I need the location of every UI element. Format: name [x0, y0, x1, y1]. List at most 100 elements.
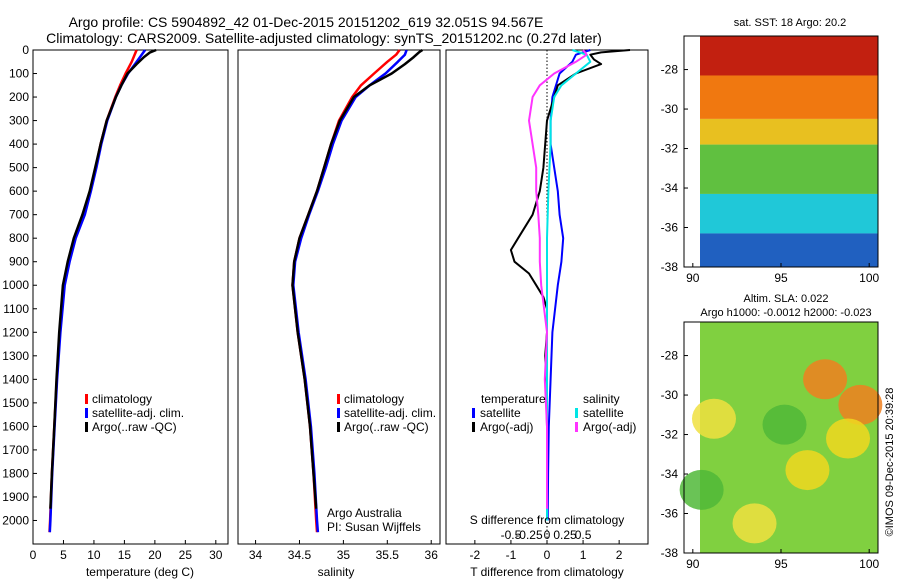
x-tick-label: 34.5	[288, 548, 312, 562]
legend-t-satellite: satellite	[480, 406, 521, 420]
map-y-tick-label: -38	[661, 260, 679, 274]
map-y-tick-label: -30	[661, 388, 679, 402]
temperature-plot-frame	[32, 49, 229, 545]
t-difference-label: T difference from climatology	[470, 565, 624, 579]
sla-map	[679, 322, 883, 553]
legend-swatch-s-satellite	[575, 408, 578, 418]
depth-tick-label: 2000	[2, 513, 29, 527]
legend-salinity-head: salinity	[583, 392, 620, 406]
legend-satellite-adj: satellite-adj. clim.	[344, 406, 436, 420]
imos-timestamp: ©IMOS 09-Dec-2015 20:39:28	[884, 388, 896, 537]
series-line-argo-raw-qc-	[291, 48, 424, 509]
depth-tick-label: 1700	[2, 443, 29, 457]
salinity-legend: climatology satellite-adj. clim. Argo(..…	[337, 392, 436, 434]
map-x-tick-label: 100	[859, 271, 879, 285]
sla-anomaly-blob	[803, 359, 848, 400]
map-x-tick-label: 95	[774, 557, 788, 571]
map-y-tick-label: -36	[661, 221, 679, 235]
x-tick-label: 36	[425, 548, 439, 562]
sla-map-axes: 90 95 100 -28 -30 -32 -34 -36 -38	[661, 349, 880, 571]
s-diff-tick-label: 0.25	[553, 528, 577, 542]
x-tick-label: 25	[179, 548, 193, 562]
header-title-line2: Climatology: CARS2009. Satellite-adjuste…	[46, 30, 602, 46]
depth-tick-label: 800	[9, 231, 29, 245]
depth-tick-label: 500	[9, 161, 29, 175]
map-x-tick-label: 90	[686, 271, 700, 285]
x-tick-label: 15	[118, 548, 132, 562]
salinity-axis-label: salinity	[318, 565, 355, 579]
salinity-x-axis: 34 34.5 35 35.5 36	[249, 540, 438, 562]
depth-tick-label: 200	[9, 90, 29, 104]
sst-band	[700, 118, 878, 145]
s-diff-tick-label: -0.25	[515, 528, 543, 542]
temperature-profiles	[48, 48, 157, 533]
s-diff-tick-label: -0.5	[501, 528, 522, 542]
depth-tick-label: 300	[9, 114, 29, 128]
legend-swatch-t-argo	[472, 422, 475, 432]
map-x-tick-label: 95	[774, 271, 788, 285]
x-tick-label: 0	[544, 548, 551, 562]
legend-swatch-t-satellite	[472, 408, 475, 418]
depth-axis: 0 100 200 300 400 500 600 700 800 900 1000 1100 1200…	[2, 43, 37, 527]
depth-tick-label: 0	[22, 43, 29, 57]
depth-tick-label: 1900	[2, 490, 29, 504]
difference-legend: temperature salinity satellite Argo(-adj…	[472, 392, 636, 434]
sst-map-title: sat. SST: 18 Argo: 20.2	[734, 17, 847, 29]
legend-climatology: climatology	[92, 392, 152, 406]
sst-map	[700, 36, 878, 267]
sla-anomaly-blob	[762, 404, 807, 445]
map-y-tick-label: -34	[661, 181, 679, 195]
legend-s-satellite: satellite	[583, 406, 624, 420]
sla-anomaly-blob	[826, 418, 871, 459]
sst-band	[700, 36, 878, 76]
series-line-salinity-satellite	[546, 49, 592, 521]
depth-tick-label: 1600	[2, 419, 29, 433]
depth-tick-label: 700	[9, 208, 29, 222]
depth-tick-label: 1800	[2, 466, 29, 480]
temperature-x-axis: 0 5 10 15 20 25 30	[30, 540, 223, 562]
map-y-tick-label: -34	[661, 467, 679, 481]
sla-map-title1: Altim. SLA: 0.022	[744, 293, 829, 305]
difference-profiles	[509, 49, 631, 521]
x-tick-label: -1	[506, 548, 517, 562]
s-difference-label: S difference from climatology	[470, 513, 625, 527]
s-diff-tick-label: 0	[544, 528, 551, 542]
legend-argo: Argo(..raw -QC)	[344, 420, 429, 434]
legend-swatch-argo	[337, 422, 340, 432]
x-tick-label: 35.5	[376, 548, 400, 562]
legend-s-argo: Argo(-adj)	[583, 420, 636, 434]
sla-anomaly-blob	[691, 398, 736, 439]
x-tick-label: 34	[249, 548, 263, 562]
x-tick-label: 35	[337, 548, 351, 562]
temperature-legend: climatology satellite-adj. clim. Argo(..…	[85, 392, 184, 434]
credit-org: Argo Australia	[327, 506, 402, 520]
s-diff-tick-label: 0.5	[575, 528, 592, 542]
depth-tick-label: 1200	[2, 325, 29, 339]
depth-tick-label: 1100	[3, 302, 29, 316]
x-tick-label: 30	[209, 548, 223, 562]
map-y-tick-label: -36	[661, 507, 679, 521]
sla-map-title2: Argo h1000: -0.0012 h2000: -0.023	[700, 307, 871, 319]
legend-swatch-s-argo	[575, 422, 578, 432]
header-title-line1: Argo profile: CS 5904892_42 01-Dec-2015 …	[69, 14, 544, 30]
map-y-tick-label: -30	[661, 102, 679, 116]
x-tick-label: 0	[30, 548, 37, 562]
legend-temperature-head: temperature	[481, 392, 546, 406]
legend-swatch-satellite	[85, 408, 88, 418]
depth-tick-label: 100	[9, 67, 29, 81]
credit-pi: PI: Susan Wijffels	[327, 520, 421, 534]
series-line-salinity-argo-adj-	[528, 49, 588, 509]
map-x-tick-label: 90	[686, 557, 700, 571]
depth-tick-label: 600	[9, 184, 29, 198]
map-y-tick-label: -32	[661, 428, 679, 442]
series-line-argo-raw-qc-	[49, 48, 157, 509]
sst-band	[700, 75, 878, 119]
depth-tick-label: 1000	[2, 278, 29, 292]
legend-swatch-climatology	[85, 394, 88, 404]
difference-x-axis: -2 -1 0 1 2 -0.5-0.25 0 0.250.5	[470, 528, 623, 562]
legend-swatch-climatology	[337, 394, 340, 404]
depth-tick-label: 400	[9, 137, 29, 151]
salinity-profiles	[291, 48, 424, 533]
legend-swatch-argo	[85, 422, 88, 432]
